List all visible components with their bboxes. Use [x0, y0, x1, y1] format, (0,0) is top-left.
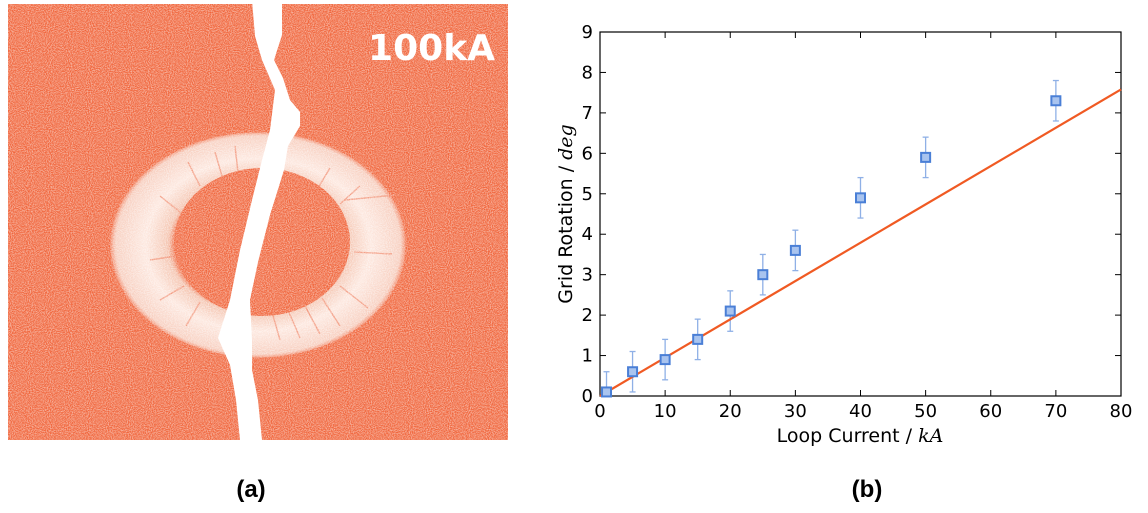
x-tick-label: 20 [719, 401, 742, 422]
data-points [601, 95, 1062, 398]
y-tick-label: 0 [582, 386, 593, 407]
x-tick-label: 10 [654, 401, 677, 422]
y-axis-title: Grid Rotation / deg [555, 124, 577, 303]
x-tick-label: 80 [1110, 401, 1133, 422]
x-axis-title: Loop Current / kA [777, 425, 944, 447]
y-tick-label: 6 [582, 143, 593, 164]
current-label: 100kA [368, 28, 495, 69]
y-tick-label: 3 [582, 265, 593, 286]
y-tick-label: 5 [582, 184, 593, 205]
y-tick-label: 7 [582, 103, 593, 124]
data-point [724, 305, 736, 317]
fit-line [599, 88, 1122, 397]
y-tick-label: 2 [582, 305, 593, 326]
y-tick-label: 4 [582, 224, 593, 245]
data-point [920, 151, 932, 163]
y-tick-label: 9 [582, 22, 593, 43]
tick-labels: 0 10 20 30 40 50 60 70 80 0 1 2 3 4 5 6 7 8 9 [582, 22, 1133, 422]
data-point [692, 333, 704, 345]
data-point [789, 244, 801, 256]
x-tick-label: 60 [979, 401, 1002, 422]
x-tick-label: 50 [914, 401, 937, 422]
panel-label-b: (b) [851, 476, 883, 503]
y-tick-label: 1 [582, 346, 593, 367]
panel-label-a: (a) [236, 476, 266, 503]
x-tick-label: 0 [594, 401, 605, 422]
data-point [855, 192, 866, 204]
fit-line-segment [599, 88, 1122, 397]
y-tick-label: 8 [582, 62, 593, 83]
data-point [627, 366, 639, 378]
data-point [757, 269, 769, 281]
data-point [601, 386, 613, 398]
x-tick-label: 40 [849, 401, 872, 422]
x-tick-label: 30 [784, 401, 807, 422]
data-point [659, 354, 671, 366]
data-point [1050, 95, 1062, 107]
simulation-image: 100kA [8, 4, 508, 440]
axis-ticks [599, 31, 1122, 397]
x-tick-label: 70 [1044, 401, 1067, 422]
